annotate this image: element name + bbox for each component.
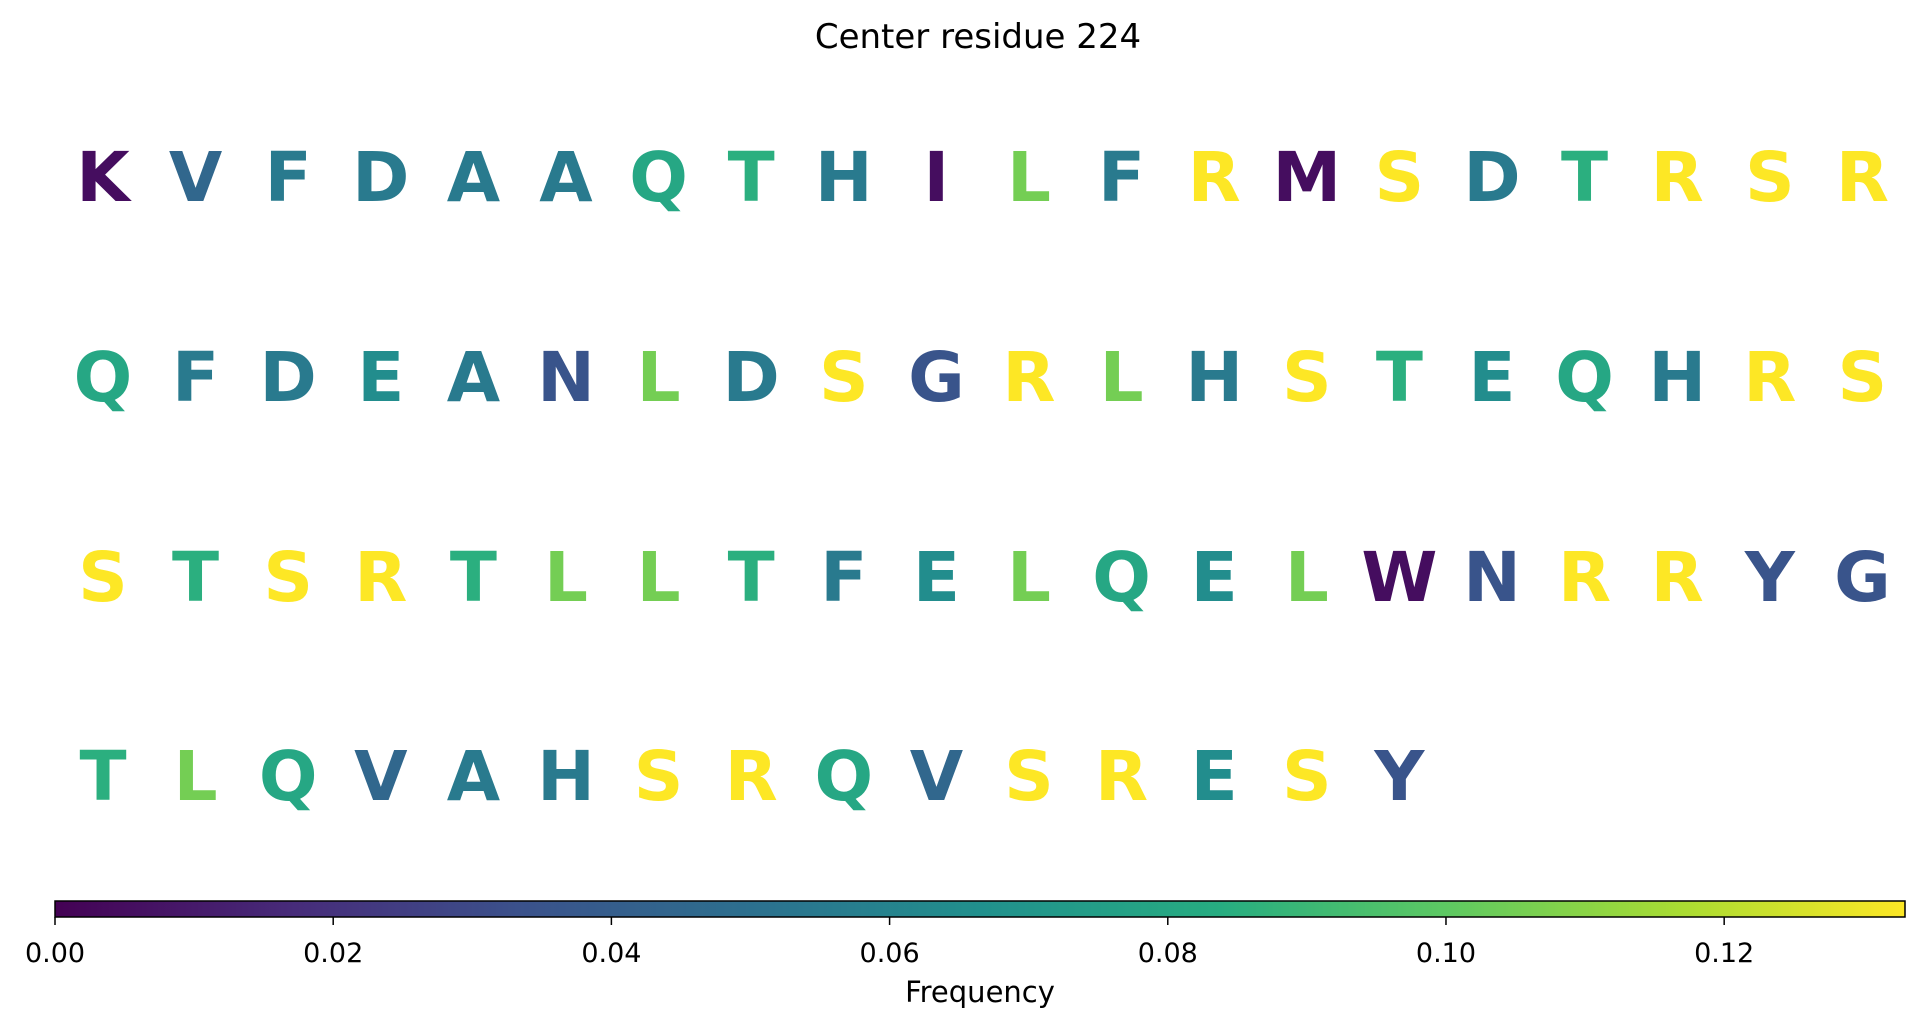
- residue-letter: T: [1376, 338, 1423, 418]
- colorbar-tick-label: 0.08: [1138, 938, 1198, 969]
- residue-letter: L: [637, 338, 681, 418]
- residue-letter: E: [1468, 338, 1515, 418]
- residue-letter: R: [1651, 538, 1704, 618]
- residue-letter: N: [1463, 538, 1521, 618]
- residue-letter: R: [1651, 138, 1704, 218]
- residue-letter: S: [819, 338, 869, 418]
- residue-letter: S: [78, 538, 128, 618]
- residue-letter: Q: [74, 338, 133, 418]
- residue-letter-grid: K V F D A A Q T H I L F R M S D T R S RQ F D E A N L D S G R L H S T E Q H R S…: [74, 138, 1891, 817]
- residue-letter: H: [537, 737, 595, 817]
- colorbar: 0.00 0.02 0.04 0.06 0.08 0.10 0.12 Frequency: [25, 900, 1906, 1009]
- residue-letter: T: [450, 538, 497, 618]
- residue-letter: Q: [1555, 338, 1614, 418]
- residue-letter: R: [1836, 138, 1889, 218]
- residue-letter: R: [1743, 338, 1796, 418]
- residue-letter: F: [820, 538, 867, 618]
- residue-letter: K: [76, 138, 132, 218]
- residue-letter: T: [172, 538, 219, 618]
- residue-letter: S: [1282, 338, 1332, 418]
- residue-letter: R: [1188, 138, 1241, 218]
- residue-letter: R: [725, 737, 778, 817]
- residue-letter: E: [1191, 538, 1238, 618]
- colorbar-tick-label: 0.12: [1694, 938, 1754, 969]
- residue-letter: R: [1002, 338, 1055, 418]
- colorbar-tick-label: 0.06: [860, 938, 920, 969]
- residue-letter: F: [1098, 138, 1145, 218]
- colorbar-ticks: 0.00 0.02 0.04 0.06 0.08 0.10 0.12: [25, 917, 1754, 969]
- residue-letter: R: [354, 538, 407, 618]
- residue-letter: A: [539, 138, 593, 218]
- residue-letter: T: [1561, 138, 1608, 218]
- residue-letter: E: [357, 338, 404, 418]
- residue-letter: L: [544, 538, 588, 618]
- residue-letter: S: [1004, 737, 1054, 817]
- residue-letter: L: [1285, 538, 1329, 618]
- residue-letter: D: [1463, 138, 1520, 218]
- residue-letter: S: [1745, 138, 1795, 218]
- residue-letter: I: [924, 138, 950, 218]
- residue-letter: L: [174, 737, 218, 817]
- residue-letter: S: [1282, 737, 1332, 817]
- residue-letter: L: [1100, 338, 1144, 418]
- residue-letter: H: [815, 138, 873, 218]
- colorbar-label: Frequency: [905, 975, 1055, 1009]
- residue-letter: G: [908, 338, 965, 418]
- residue-letter: T: [728, 538, 775, 618]
- residue-letter: A: [447, 338, 501, 418]
- residue-letter: V: [910, 737, 964, 817]
- chart-title: Center residue 224: [815, 17, 1141, 57]
- residue-letter: M: [1272, 138, 1341, 218]
- residue-letter: T: [728, 138, 775, 218]
- residue-letter: F: [172, 338, 219, 418]
- residue-letter: L: [637, 538, 681, 618]
- residue-letter: E: [1191, 737, 1238, 817]
- residue-letter: R: [1095, 737, 1148, 817]
- residue-letter: E: [913, 538, 960, 618]
- residue-letter: Q: [629, 138, 688, 218]
- residue-letter: H: [1185, 338, 1243, 418]
- residue-letter: R: [1558, 538, 1611, 618]
- residue-letter: L: [1007, 138, 1051, 218]
- colorbar-tick-label: 0.10: [1416, 938, 1476, 969]
- colorbar-tick-label: 0.04: [581, 938, 641, 969]
- residue-letter: D: [723, 338, 780, 418]
- residue-letter: Q: [259, 737, 318, 817]
- residue-letter: V: [169, 138, 223, 218]
- residue-letter: D: [260, 338, 317, 418]
- residue-letter: V: [354, 737, 408, 817]
- residue-letter: G: [1834, 538, 1891, 618]
- residue-letter: Y: [1744, 538, 1796, 618]
- colorbar-gradient: [54, 900, 1906, 918]
- residue-letter: Q: [814, 737, 873, 817]
- residue-letter: Q: [1092, 538, 1151, 618]
- residue-letter: N: [537, 338, 595, 418]
- residue-letter: A: [447, 737, 501, 817]
- residue-letter: S: [1375, 138, 1425, 218]
- residue-letter: S: [1838, 338, 1888, 418]
- residue-letter: H: [1648, 338, 1706, 418]
- residue-letter: T: [79, 737, 126, 817]
- residue-letter: S: [263, 538, 313, 618]
- residue-letter: A: [447, 138, 501, 218]
- residue-letter: S: [634, 737, 684, 817]
- residue-letter: L: [1007, 538, 1051, 618]
- residue-letter: W: [1361, 538, 1437, 618]
- residue-letter: F: [265, 138, 312, 218]
- colorbar-tick-label: 0.00: [25, 938, 85, 969]
- colorbar-tick-label: 0.02: [303, 938, 363, 969]
- residue-letter: Y: [1373, 737, 1425, 817]
- residue-letter: D: [352, 138, 409, 218]
